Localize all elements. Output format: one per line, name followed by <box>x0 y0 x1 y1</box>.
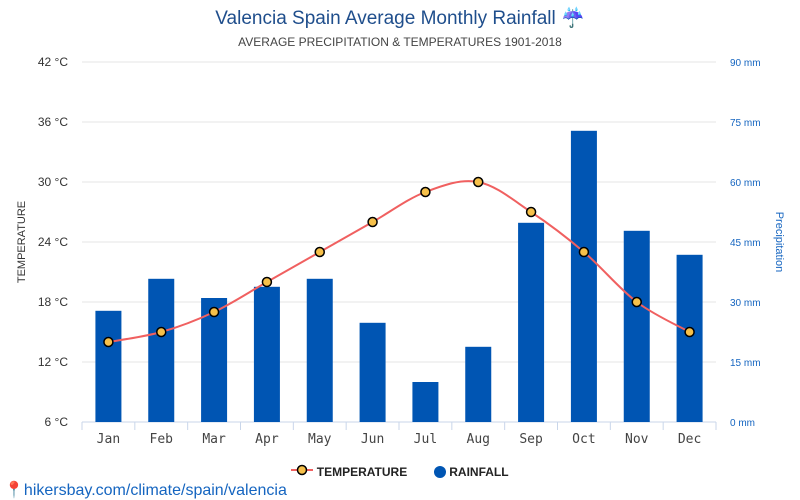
y-left-tick: 18 °C <box>38 295 68 309</box>
y-left-tick: 24 °C <box>38 235 68 249</box>
rainfall-bar <box>201 298 228 422</box>
y-left-tick: 30 °C <box>38 175 68 189</box>
temperature-line <box>108 180 691 343</box>
temperature-point <box>631 296 642 308</box>
temperature-point <box>473 176 484 188</box>
x-tick-label: Jan <box>97 432 120 447</box>
y-right-tick: 90 mm <box>730 58 761 69</box>
x-tick-label: Dec <box>678 432 701 447</box>
y-right-tick: 45 mm <box>730 238 761 249</box>
y-left-label: TEMPERATURE <box>16 201 28 283</box>
temperature-point <box>261 276 273 288</box>
x-tick-label: Nov <box>625 432 649 447</box>
location-pin-icon: 📍 <box>4 482 24 499</box>
rainfall-bar <box>518 222 545 422</box>
legend: TEMPERATURE RAINFALL <box>0 464 800 479</box>
temperature-point <box>208 306 220 318</box>
umbrella-rain-icon: ☔ <box>561 8 585 29</box>
temperature-point <box>314 246 325 258</box>
rainfall-bar <box>359 322 386 422</box>
y-right-tick: 30 mm <box>730 298 761 309</box>
rainfall-bar <box>570 130 597 423</box>
rainfall-bar <box>676 254 703 422</box>
x-tick-label: May <box>308 432 332 447</box>
chart-subtitle: AVERAGE PRECIPITATION & TEMPERATURES 190… <box>238 35 562 49</box>
y-left-tick: 36 °C <box>38 115 68 129</box>
rainfall-bar <box>412 382 439 422</box>
source-link[interactable]: 📍hikersbay.com/climate/spain/valencia <box>4 482 287 499</box>
y-right-tick: 75 mm <box>730 118 761 129</box>
rainfall-bar <box>253 286 280 422</box>
temperature-point <box>420 186 431 198</box>
x-tick-label: Aug <box>467 432 490 447</box>
y-right-tick: 60 mm <box>730 178 761 189</box>
chart-title: Valencia Spain Average Monthly Rainfall … <box>215 8 585 29</box>
temperature-point <box>578 246 590 258</box>
x-tick-label: Mar <box>202 432 226 447</box>
x-tick-label: Oct <box>572 432 595 447</box>
x-tick-label: Jun <box>361 432 384 447</box>
legend-temperature-marker <box>291 464 314 479</box>
temperature-point <box>156 326 167 338</box>
x-tick-label: Sep <box>519 432 543 447</box>
rainfall-bar <box>148 278 175 422</box>
rainfall-bar <box>95 310 122 422</box>
legend-temperature[interactable]: TEMPERATURE <box>316 464 408 479</box>
rainfall-bar <box>465 346 492 422</box>
y-left-tick: 42 °C <box>38 55 68 69</box>
y-right-tick: 0 mm <box>730 418 755 429</box>
legend-rainfall-marker <box>433 465 446 478</box>
x-tick-label: Feb <box>150 432 174 447</box>
legend-rainfall[interactable]: RAINFALL <box>449 464 509 479</box>
x-tick-label: Jul <box>414 432 437 447</box>
y-left-tick: 12 °C <box>38 355 68 369</box>
temperature-point <box>367 216 378 228</box>
y-left-tick: 6 °C <box>45 415 69 429</box>
temperature-point <box>103 336 114 348</box>
rainfall-bar <box>623 230 650 422</box>
rainfall-bar <box>306 278 333 422</box>
x-tick-label: Apr <box>255 432 279 447</box>
y-right-label: Precipitation <box>773 212 785 273</box>
temperature-point <box>684 326 695 338</box>
y-right-tick: 15 mm <box>730 358 761 369</box>
temperature-point <box>525 206 537 218</box>
